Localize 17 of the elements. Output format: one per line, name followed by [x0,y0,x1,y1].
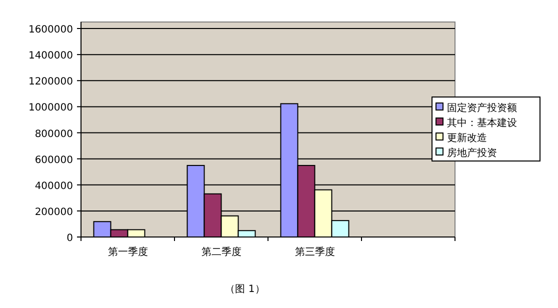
x-tick-label: 第二季度 [201,246,242,258]
y-tick-label: 600000 [34,154,73,166]
legend-label: 房地产投资 [447,147,497,159]
y-tick-label: 1600000 [28,24,73,36]
legend-label: 固定资产投资额 [447,102,517,114]
y-tick-label: 0 [66,233,73,244]
y-tick-label: 200000 [34,206,73,218]
y-tick-label: 800000 [34,128,73,140]
text: （图 1） [225,284,265,295]
legend-label: 其中：基本建设 [447,117,517,129]
y-tick-label: 400000 [34,180,73,192]
x-tick-label: 第一季度 [108,246,148,258]
legend-label: 更新改造 [447,132,487,144]
y-tick-label: 1400000 [28,50,73,62]
y-tick-label: 1000000 [28,102,73,114]
y-tick-label: 1200000 [28,76,73,88]
x-tick-label: 第三季度 [294,246,335,258]
